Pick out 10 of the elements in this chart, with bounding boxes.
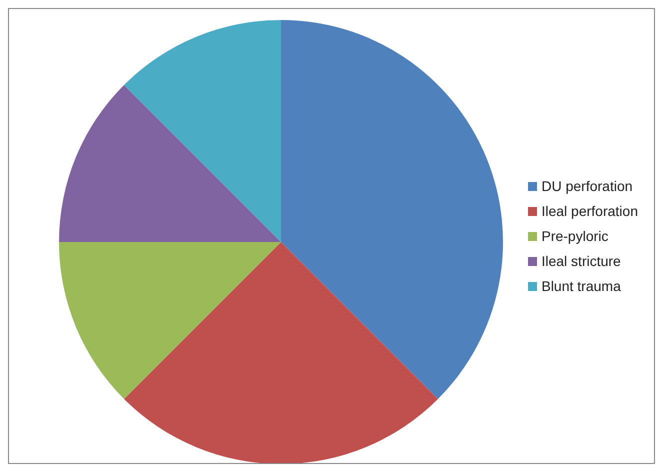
pie-slice (124, 242, 438, 463)
legend-label: Ileal perforation (541, 202, 638, 218)
legend-label: Pre-pyloric (541, 228, 608, 244)
legend-label: Ileal stricture (541, 252, 621, 268)
pie-slice (281, 20, 503, 399)
pie-slice (124, 20, 281, 242)
pie-slice (59, 242, 281, 399)
pie-slice (59, 85, 281, 242)
legend-label: DU perforation (541, 178, 633, 194)
legend-label: Blunt trauma (541, 278, 621, 294)
